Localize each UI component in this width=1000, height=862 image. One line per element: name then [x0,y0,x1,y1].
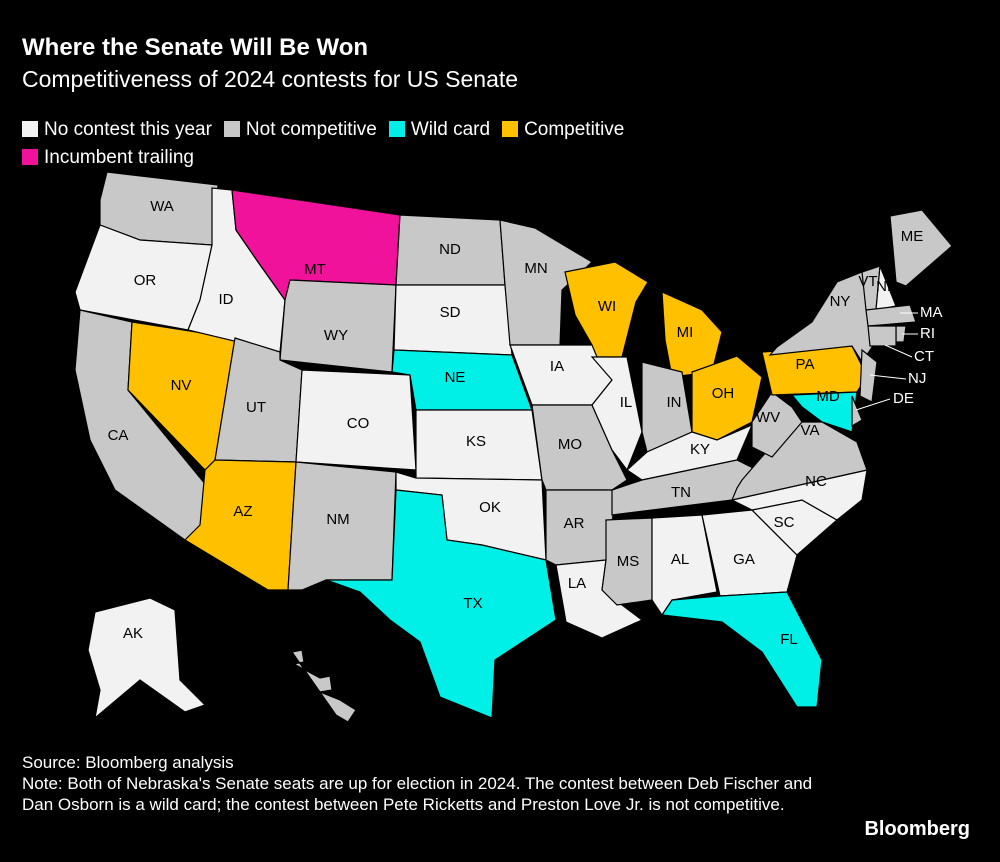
state [889,209,953,287]
state-label: NM [326,511,349,528]
state [590,356,643,472]
state-label: IL [620,394,633,411]
state [499,219,593,346]
legend: No contest this year Not competitive Wild … [22,116,822,172]
legend-item: Not competitive [223,116,377,144]
state [867,325,897,347]
state-label: RI [920,325,935,342]
state-label: NY [830,293,851,310]
state [87,597,207,720]
state-label: NC [805,473,827,490]
state-label: VT [858,273,877,290]
leader-lines [855,312,918,411]
state-label: KS [466,433,486,450]
legend-label: Incumbent trailing [44,147,194,168]
state-label: NE [445,369,466,386]
state-label: AK [123,625,143,642]
state-label: WV [756,409,780,426]
state-label: LA [568,575,586,592]
state-label: CA [108,427,129,444]
state-label: OK [479,499,501,516]
state-label: OR [134,272,157,289]
legend-label: Not competitive [245,119,377,140]
leader-line [884,344,913,358]
legend-swatch [502,121,519,137]
state-label: OH [712,385,735,402]
state-label: AR [564,515,585,532]
leader-line [855,398,891,411]
state-label: NV [171,377,192,394]
source: Source: Bloomberg analysis [22,753,234,772]
state [851,395,863,428]
state-label: FL [780,631,798,648]
state-label: DE [893,390,914,407]
note: Note: Both of Nebraska's Senate seats ar… [22,774,813,814]
legend-swatch [22,121,38,137]
state-label: GA [733,551,755,568]
state-label: WA [150,198,174,215]
legend-item: Wild card [388,116,491,144]
state-label: PA [796,356,815,373]
state-label: CO [347,415,370,432]
legend-label: Competitive [524,119,625,140]
footer: Source: Bloomberg analysis Note: Both of… [22,752,842,815]
state-label: MD [816,388,839,405]
legend-item: No contest this year [22,116,212,144]
state-label: UT [246,399,266,416]
state-label: AL [671,551,689,568]
state-label: MN [524,260,547,277]
legend-label: Wild card [410,119,491,140]
state-label: AZ [233,503,252,520]
state-label: WI [598,298,616,315]
state [660,591,823,708]
state [279,279,397,373]
states [74,171,953,723]
state-label: TN [671,484,691,501]
state-label: NJ [908,370,926,387]
state [865,304,917,327]
state-label: TX [463,595,482,612]
state-label: ND [439,241,461,258]
state-label: WY [324,327,348,344]
state-labels: WA OR CA NV ID MT WY UT AZ CO NM ND SD NE KS OK TX MN IA MO… [108,198,943,648]
subtitle: Competitiveness of 2024 contests for US … [22,66,519,92]
legend-item: Competitive [502,116,624,144]
title: Where the Senate Will Be Won [22,34,369,61]
legend-swatch [22,149,38,165]
state-label: MS [617,553,640,570]
state-label: MT [304,261,326,278]
state-label: SC [774,514,795,531]
state-label: IA [550,358,564,375]
state-label: ME [901,228,924,245]
state-label: NH [876,278,898,295]
state-label: MI [677,324,694,341]
legend-label: No contest this year [44,119,212,140]
state-label: IN [667,394,682,411]
state [290,649,357,723]
state-label: ID [219,291,234,308]
legend-swatch [223,121,240,137]
state-label: CT [914,348,934,365]
state-label: SD [440,304,461,321]
state-label: KY [690,441,710,458]
state-label: MA [920,304,943,321]
state [790,391,858,433]
state [859,348,878,403]
logo: Bloomberg [864,818,970,840]
state-label: VA [801,422,820,439]
legend-swatch [388,121,405,137]
leader-line [869,374,907,380]
legend-item: Incumbent trailing [22,144,194,172]
state [325,489,557,719]
state-label: MO [558,436,582,453]
